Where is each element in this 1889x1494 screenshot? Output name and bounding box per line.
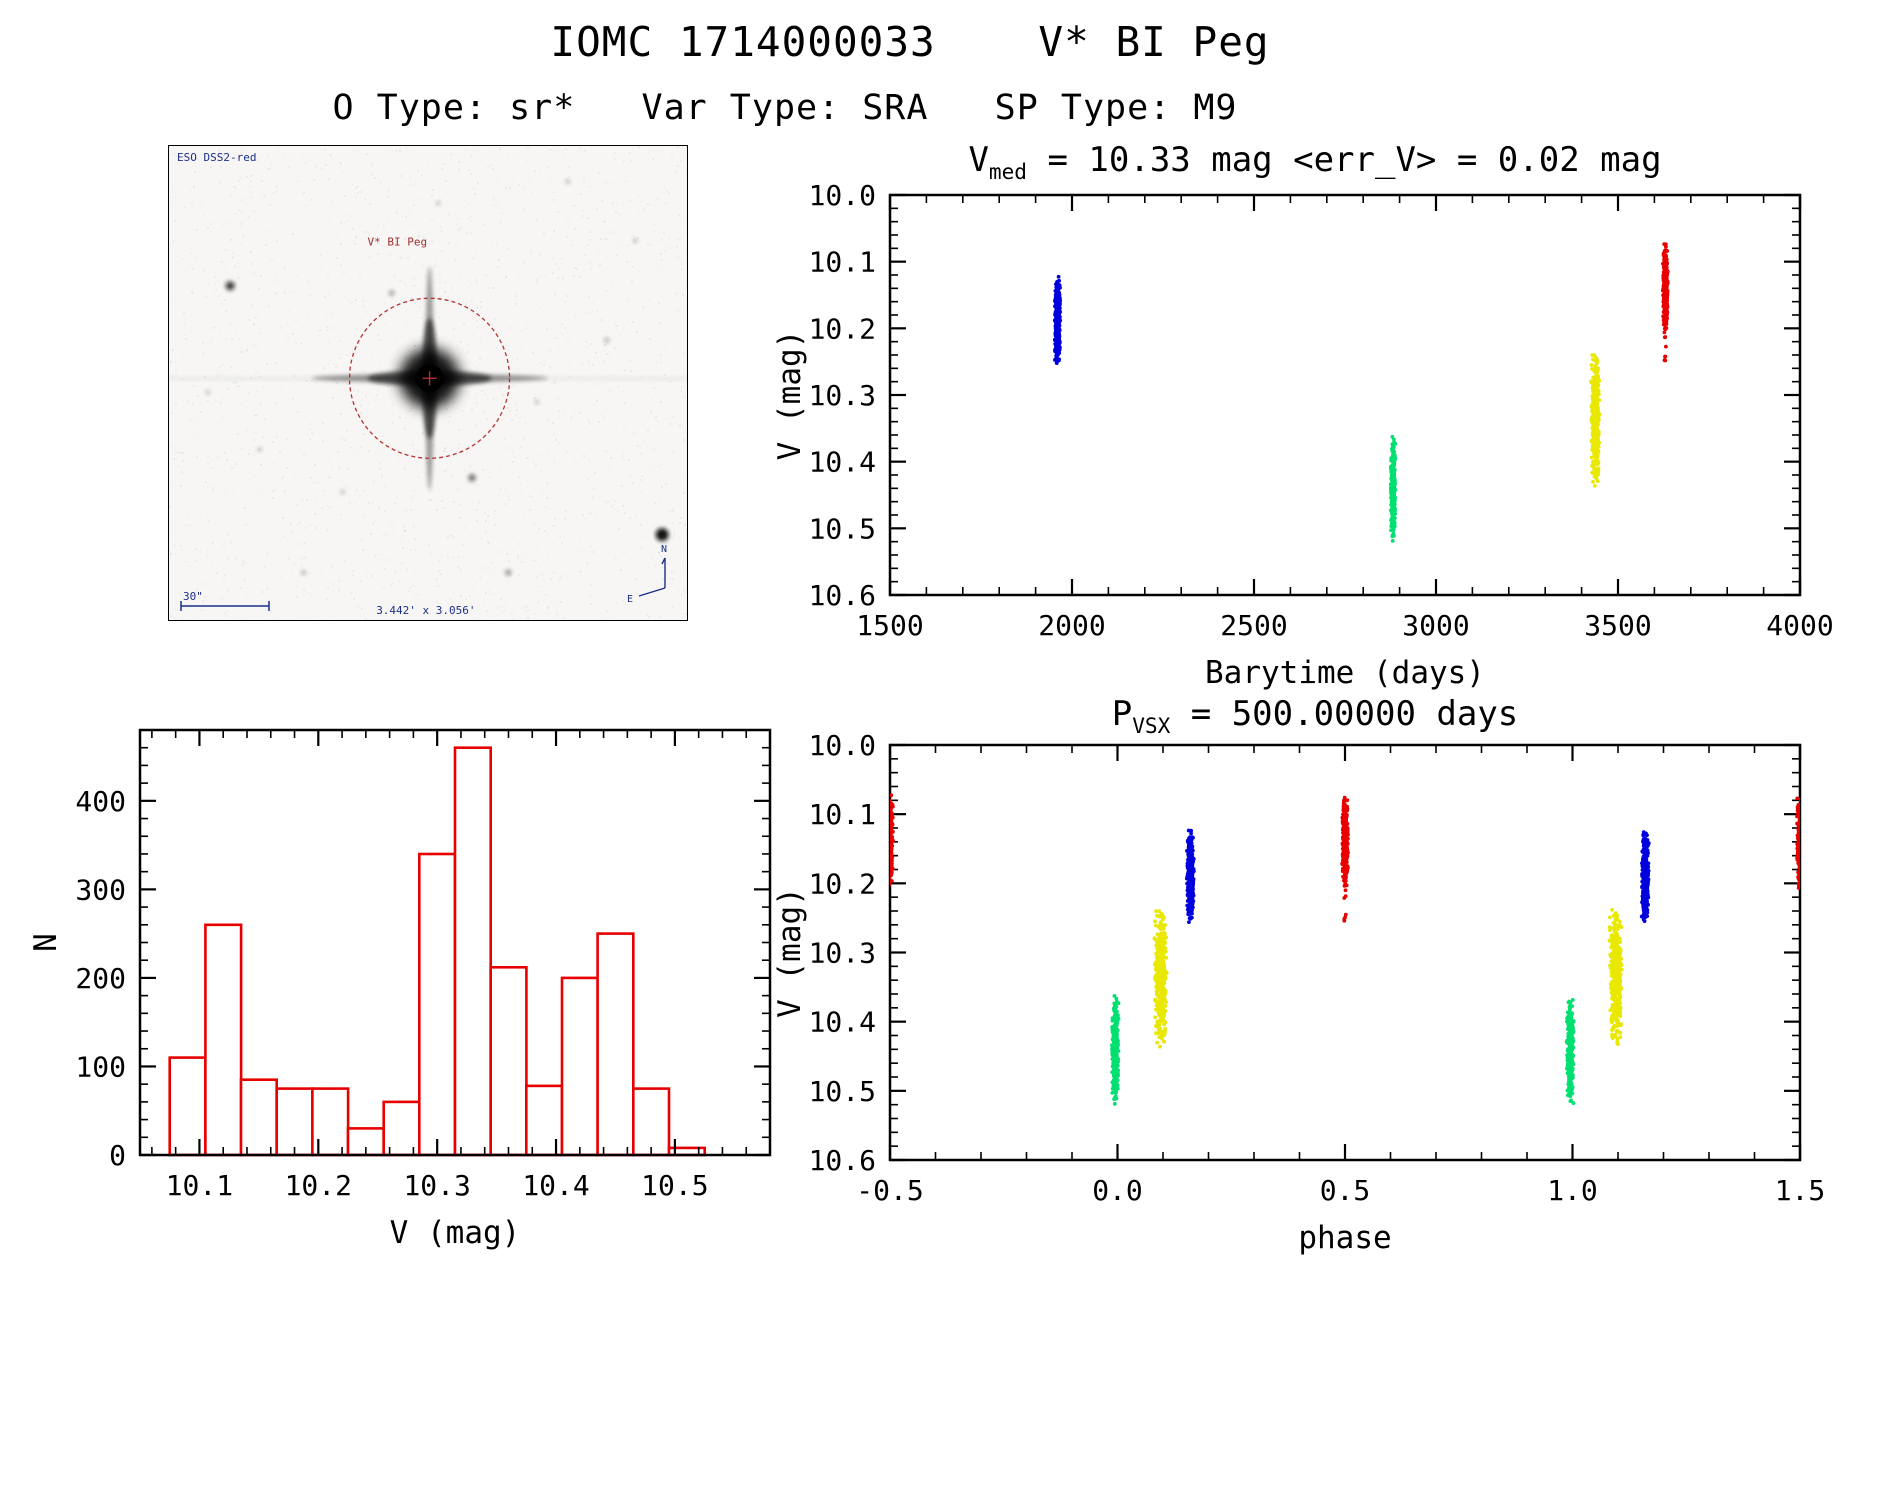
sky-compass-north: N bbox=[661, 544, 667, 555]
x-tick-label: 0.0 bbox=[1092, 1174, 1143, 1207]
lightcurve-plot: 1500 2000 2500 3000 3500 4000 10.0 10.1 10.2 10.3… bbox=[772, 179, 1834, 691]
sky-size-label: 3.442' x 3.056' bbox=[376, 604, 475, 617]
sky-scale-bar bbox=[180, 601, 270, 611]
x-axis-label: phase bbox=[1298, 1220, 1391, 1256]
axes: -0.5 0.0 0.5 1.0 1.5 10.0 10.1 10.2 10.3 10.4 10.5… bbox=[772, 733, 1825, 1256]
sky-image: ESO DSS2-red V* BI Peg 30" 3.442' x 3.056' N… bbox=[169, 146, 687, 620]
x-tick-label: -0.5 bbox=[856, 1174, 923, 1207]
x-tick-label: 1.5 bbox=[1775, 1174, 1826, 1207]
sky-scale-label: 30" bbox=[183, 590, 203, 603]
y-tick-label: 10.6 bbox=[809, 1144, 876, 1177]
x-tick-label: 3000 bbox=[1402, 609, 1469, 642]
sky-compass-east: E bbox=[627, 594, 633, 605]
y-tick-label: 100 bbox=[75, 1050, 126, 1083]
x-tick-label: 1500 bbox=[856, 609, 923, 642]
axes: 10.1 10.2 10.3 10.4 10.5 0 100 200 300 400 V (mag)… bbox=[28, 728, 772, 1251]
sky-noise bbox=[169, 146, 687, 620]
series-blue-phase-0.16 bbox=[1184, 828, 1196, 924]
phase-title: PVSX = 500.00000 days bbox=[800, 694, 1830, 738]
x-tick-label: 0.5 bbox=[1320, 1174, 1371, 1207]
lightcurve-title-prefix: V bbox=[968, 140, 989, 180]
phase-title-prefix: P bbox=[1111, 694, 1133, 734]
target-annotation bbox=[348, 297, 511, 459]
lightcurve-title: Vmed = 10.33 mag <err_V> = 0.02 mag bbox=[800, 140, 1830, 184]
y-tick-label: 10.2 bbox=[809, 867, 876, 900]
series-epoch-4 bbox=[1660, 242, 1670, 335]
y-tick-label: 0 bbox=[109, 1139, 126, 1172]
sky-survey-label: ESO DSS2-red bbox=[177, 151, 256, 164]
magnitude-histogram: 10.1 10.2 10.3 10.4 10.5 0 100 200 300 400 V (mag)… bbox=[28, 728, 772, 1251]
x-tick-label: 2000 bbox=[1038, 609, 1105, 642]
phase-title-subscript: VSX bbox=[1132, 712, 1171, 738]
y-tick-label: 10.3 bbox=[809, 379, 876, 412]
x-tick-label: 10.3 bbox=[403, 1169, 470, 1202]
data-points bbox=[1052, 242, 1670, 543]
y-tick-label: 10.1 bbox=[809, 798, 876, 831]
y-tick-label: 10.4 bbox=[809, 1006, 876, 1039]
phase-folded-plot: -0.5 0.0 0.5 1.0 1.5 10.0 10.1 10.2 10.3 10.4 10.5… bbox=[772, 733, 1825, 1256]
series-epoch-3 bbox=[1589, 353, 1602, 488]
y-tick-label: 10.1 bbox=[809, 246, 876, 279]
x-tick-label: 2500 bbox=[1220, 609, 1287, 642]
y-tick-label: 10.2 bbox=[809, 312, 876, 345]
lightcurve-title-subscript: med bbox=[988, 158, 1027, 184]
lightcurve-title-rest: = 10.33 mag <err_V> = 0.02 mag bbox=[1027, 140, 1662, 180]
series-red-phase-0.5-outliers bbox=[1342, 888, 1348, 923]
series-epoch-4-outliers bbox=[1662, 335, 1668, 363]
sky-image-panel: ESO DSS2-red V* BI Peg 30" 3.442' x 3.056' N… bbox=[168, 145, 688, 621]
page-subtitle: O Type: sr* Var Type: SRA SP Type: M9 bbox=[332, 88, 1238, 128]
x-tick-label: 10.1 bbox=[166, 1169, 233, 1202]
series-red-phase-0.5 bbox=[1340, 795, 1350, 888]
y-tick-label: 10.6 bbox=[809, 579, 876, 612]
series-red-phase-1.5 bbox=[1795, 796, 1800, 890]
field-stars bbox=[205, 179, 669, 576]
sky-target-label: V* BI Peg bbox=[368, 235, 428, 248]
page-title: IOMC 1714000033 V* BI Peg bbox=[550, 18, 1270, 66]
x-tick-label: 10.5 bbox=[641, 1169, 708, 1202]
axes: 1500 2000 2500 3000 3500 4000 10.0 10.1 10.2 10.3… bbox=[772, 179, 1834, 691]
y-tick-label: 10.4 bbox=[809, 446, 876, 479]
y-tick-label: 10.5 bbox=[809, 512, 876, 545]
x-tick-label: 1.0 bbox=[1547, 1174, 1598, 1207]
y-tick-label: 10.3 bbox=[809, 937, 876, 970]
y-axis-label: V (mag) bbox=[772, 887, 808, 1018]
y-tick-label: 400 bbox=[75, 785, 126, 818]
series-yellow-phase-0.1 bbox=[1152, 909, 1169, 1049]
series-green-phase-1.0 bbox=[1564, 998, 1576, 1105]
x-axis-label: V (mag) bbox=[390, 1215, 521, 1251]
x-axis-label: Barytime (days) bbox=[1205, 655, 1485, 691]
y-axis-label: N bbox=[28, 933, 64, 952]
y-axis-label: V (mag) bbox=[772, 330, 808, 461]
x-tick-label: 10.4 bbox=[522, 1169, 589, 1202]
x-tick-label: 4000 bbox=[1766, 609, 1833, 642]
y-tick-label: 10.5 bbox=[809, 1075, 876, 1108]
series-epoch-1 bbox=[1052, 274, 1063, 365]
phase-title-rest: = 500.00000 days bbox=[1170, 694, 1519, 734]
sky-compass: NE bbox=[627, 544, 667, 605]
series-blue-phase-1.16 bbox=[1639, 830, 1651, 923]
histogram-bars bbox=[168, 746, 707, 1157]
series-yellow-phase-1.1 bbox=[1607, 908, 1624, 1046]
x-tick-label: 3500 bbox=[1584, 609, 1651, 642]
y-tick-label: 10.0 bbox=[809, 733, 876, 762]
y-tick-label: 10.0 bbox=[809, 179, 876, 212]
series-green-phase-0.0 bbox=[1110, 994, 1121, 1106]
series-red-phase-neg0.5 bbox=[890, 793, 895, 887]
y-tick-label: 200 bbox=[75, 962, 126, 995]
series-epoch-2 bbox=[1388, 434, 1398, 543]
data-points bbox=[890, 793, 1800, 1106]
y-tick-label: 300 bbox=[75, 873, 126, 906]
x-tick-label: 10.2 bbox=[285, 1169, 352, 1202]
